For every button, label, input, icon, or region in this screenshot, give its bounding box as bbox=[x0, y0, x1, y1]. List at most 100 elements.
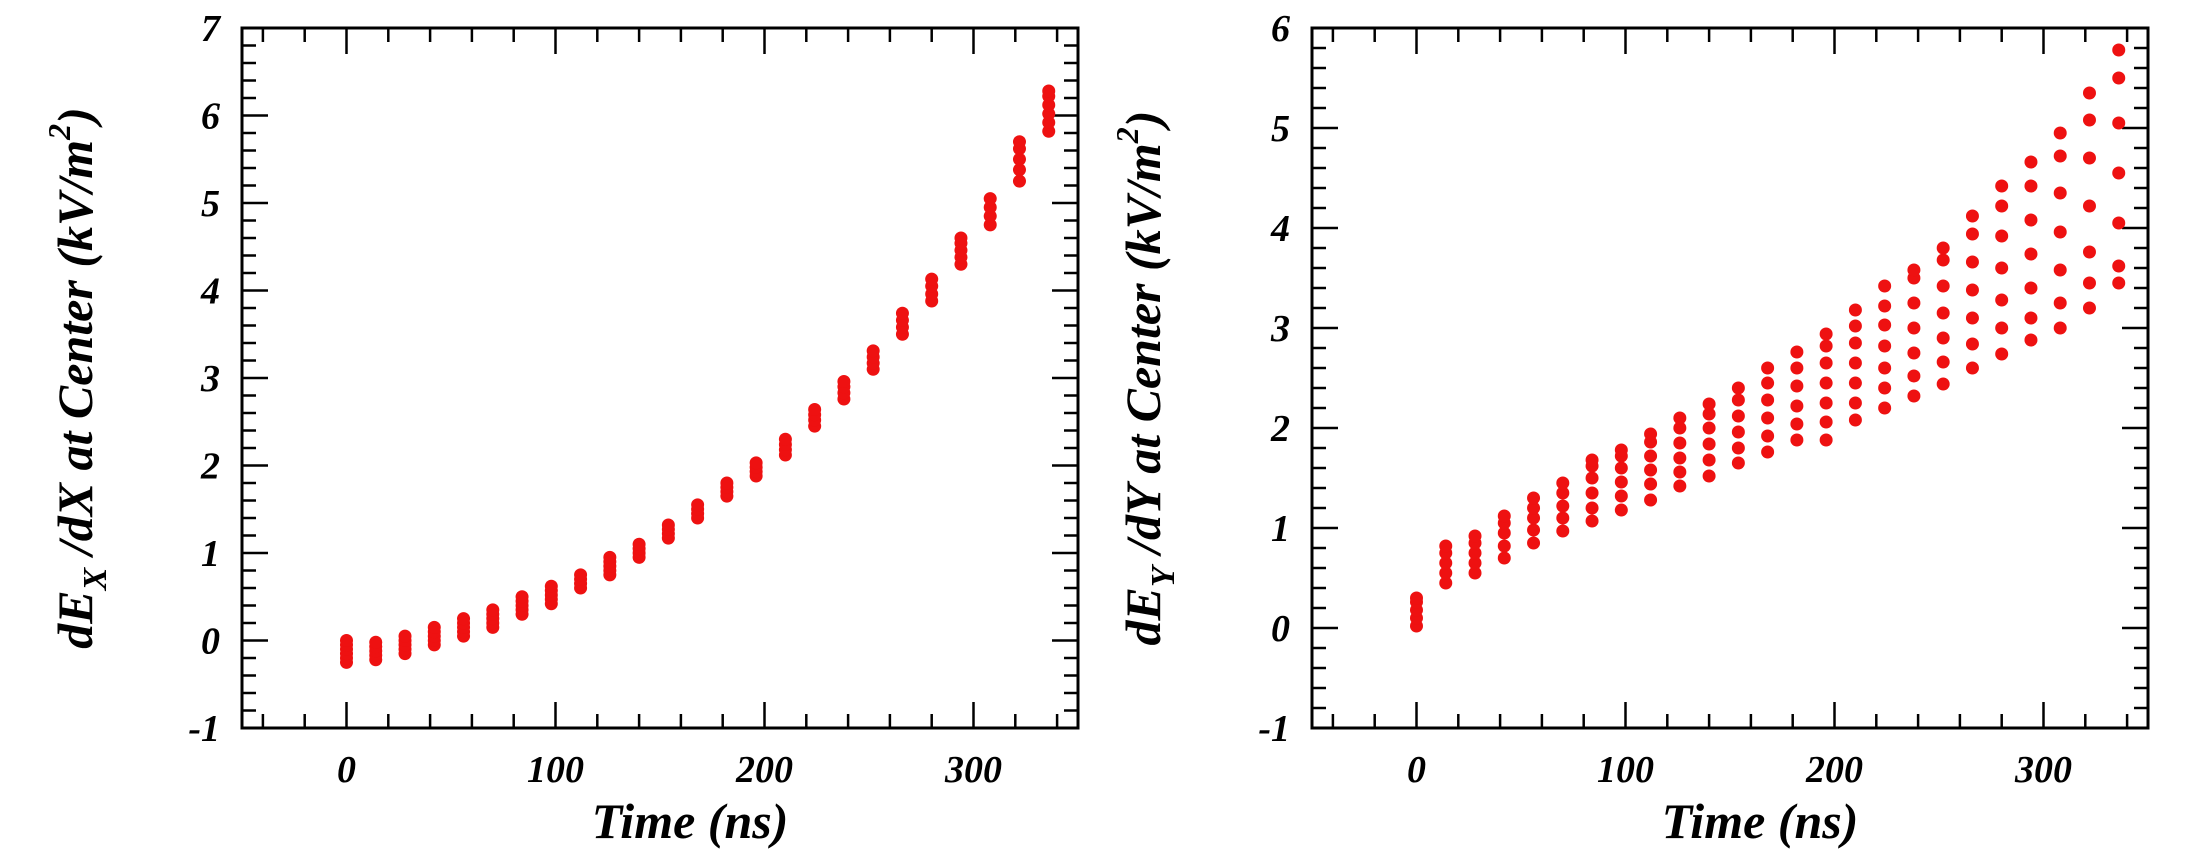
data-point bbox=[1527, 491, 1541, 505]
y-axis-title-superscript: 2 bbox=[1109, 127, 1145, 144]
data-point bbox=[2024, 155, 2038, 169]
data-point bbox=[1702, 397, 1716, 411]
data-point bbox=[1644, 493, 1658, 507]
data-point bbox=[1761, 393, 1775, 407]
y-axis-title-subscript: X bbox=[77, 566, 114, 591]
data-point bbox=[1614, 443, 1628, 457]
data-point bbox=[1965, 209, 1979, 223]
data-point bbox=[1644, 477, 1658, 491]
data-point bbox=[2024, 247, 2038, 261]
data-point bbox=[1556, 499, 1570, 513]
data-point bbox=[1585, 501, 1599, 515]
data-point bbox=[1995, 261, 2009, 275]
chart-right: 0 100 200 300 -1 0 1 2 3 4 5 6 Time (ns) dEY /dY at C… bbox=[1109, 8, 2150, 849]
data-point bbox=[1042, 84, 1056, 98]
x-axis-title: Time (ns) bbox=[1662, 793, 1859, 849]
data-point bbox=[427, 620, 441, 634]
data-point bbox=[1644, 449, 1658, 463]
y-tick-label: 7 bbox=[201, 8, 222, 50]
data-point bbox=[1761, 445, 1775, 459]
data-point bbox=[1790, 433, 1804, 447]
data-points bbox=[1410, 43, 2126, 633]
data-point bbox=[866, 344, 880, 358]
data-point bbox=[1439, 566, 1453, 580]
data-point bbox=[1819, 415, 1833, 429]
data-point bbox=[2024, 213, 2038, 227]
data-point bbox=[1012, 163, 1026, 177]
data-point bbox=[1848, 376, 1862, 390]
data-point bbox=[1995, 199, 2009, 213]
data-point bbox=[1907, 369, 1921, 383]
data-point bbox=[2053, 126, 2067, 140]
data-point bbox=[2112, 259, 2126, 273]
data-point bbox=[1497, 509, 1511, 523]
data-point bbox=[1731, 381, 1745, 395]
data-point bbox=[2053, 225, 2067, 239]
y-tick-label: 1 bbox=[1271, 508, 1290, 550]
data-point bbox=[2112, 216, 2126, 230]
data-point bbox=[1702, 407, 1716, 421]
data-point bbox=[983, 192, 997, 206]
x-tick-label: 300 bbox=[944, 749, 1002, 791]
data-point bbox=[1878, 299, 1892, 313]
data-point bbox=[925, 272, 939, 286]
data-point bbox=[1965, 255, 1979, 269]
y-tick-label: 5 bbox=[1271, 108, 1290, 150]
data-point bbox=[2053, 321, 2067, 335]
y-tick-label: 0 bbox=[1271, 608, 1290, 650]
data-point bbox=[1790, 399, 1804, 413]
data-point bbox=[1907, 296, 1921, 310]
data-point bbox=[1878, 279, 1892, 293]
data-point bbox=[1819, 376, 1833, 390]
data-point bbox=[369, 635, 383, 649]
data-point bbox=[954, 231, 968, 245]
data-point bbox=[1936, 377, 1950, 391]
data-point bbox=[1527, 501, 1541, 515]
data-point bbox=[515, 590, 529, 604]
data-point bbox=[1527, 523, 1541, 537]
data-point bbox=[1965, 337, 1979, 351]
data-point bbox=[1965, 283, 1979, 297]
data-point bbox=[1790, 345, 1804, 359]
data-point bbox=[691, 498, 705, 512]
data-point bbox=[632, 537, 646, 551]
data-point bbox=[1965, 311, 1979, 325]
y-axis-title-subscript: Y bbox=[1145, 563, 1182, 587]
data-point bbox=[2024, 179, 2038, 193]
data-point bbox=[2024, 311, 2038, 325]
data-point bbox=[1585, 453, 1599, 467]
data-point bbox=[2053, 296, 2067, 310]
plot-frame bbox=[1310, 26, 2150, 730]
data-point bbox=[1761, 411, 1775, 425]
data-point bbox=[1731, 393, 1745, 407]
y-tick-label: 0 bbox=[201, 621, 220, 663]
y-tick-label: 2 bbox=[1270, 408, 1290, 450]
y-axis-title-part: dE bbox=[47, 590, 103, 648]
data-point bbox=[1878, 401, 1892, 415]
data-point bbox=[1790, 361, 1804, 375]
data-point bbox=[486, 603, 500, 617]
data-point bbox=[1556, 511, 1570, 525]
data-point bbox=[1878, 318, 1892, 332]
data-point bbox=[1965, 227, 1979, 241]
y-tick-label: -1 bbox=[188, 708, 220, 750]
data-point bbox=[1556, 524, 1570, 538]
data-point bbox=[1731, 409, 1745, 423]
data-point bbox=[1936, 253, 1950, 267]
y-tick-label: 5 bbox=[201, 183, 220, 225]
data-point bbox=[720, 476, 734, 490]
data-point bbox=[2082, 301, 2096, 315]
data-point bbox=[1995, 229, 2009, 243]
data-point bbox=[1819, 433, 1833, 447]
y-axis-title-part: /dX at Center (kV/m bbox=[47, 140, 103, 568]
data-point bbox=[457, 612, 471, 626]
data-point bbox=[2112, 43, 2126, 57]
x-tick-label: 100 bbox=[1597, 749, 1654, 791]
data-point bbox=[574, 568, 588, 582]
data-point bbox=[2112, 116, 2126, 130]
data-point bbox=[1439, 539, 1453, 553]
data-point bbox=[1995, 293, 2009, 307]
data-point bbox=[1673, 479, 1687, 493]
x-axis-title: Time (ns) bbox=[592, 793, 789, 849]
